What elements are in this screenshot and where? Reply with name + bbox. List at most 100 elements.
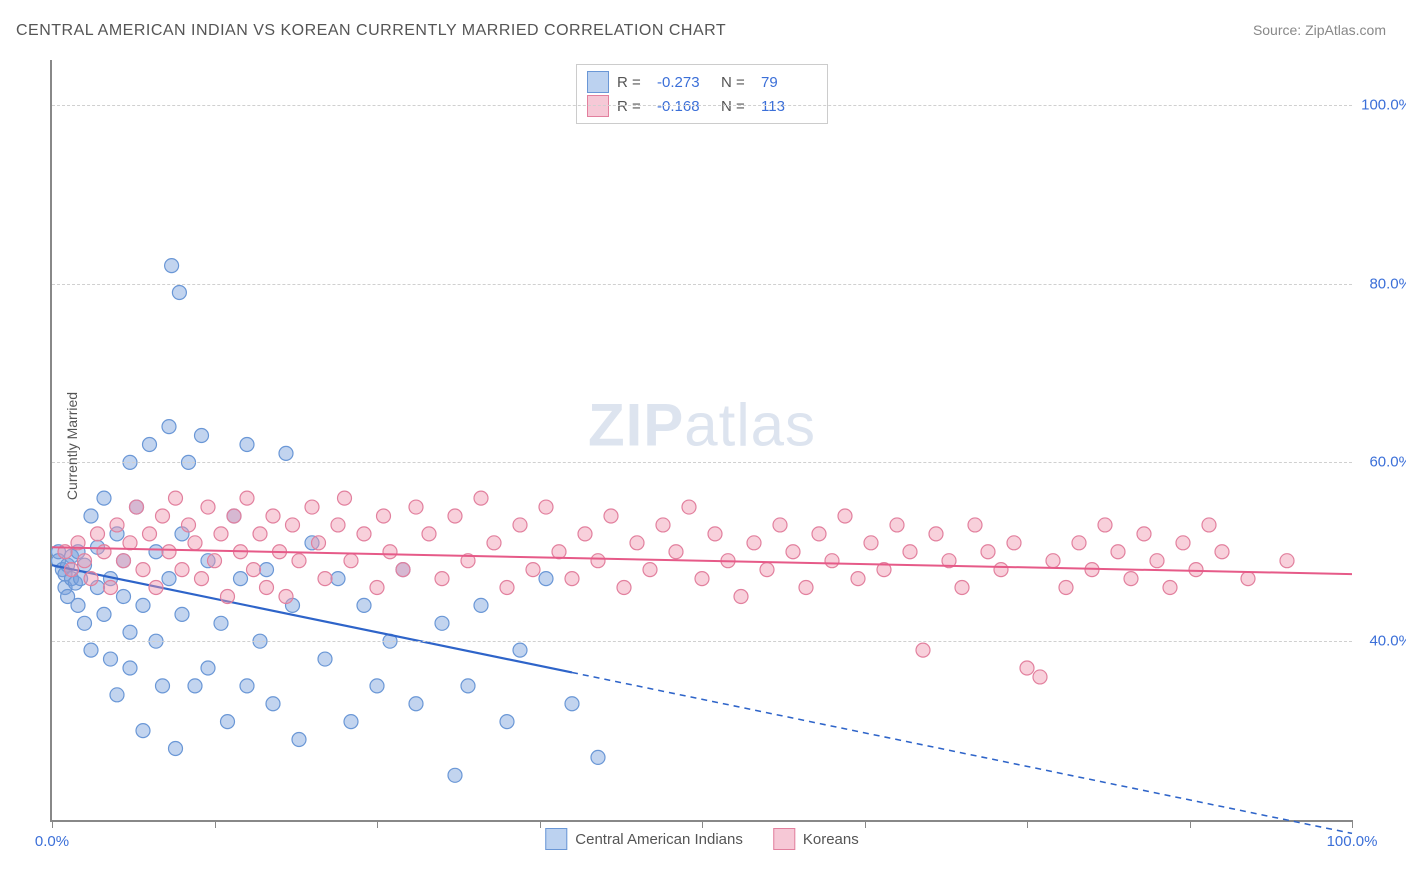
x-tick-mark [52, 820, 53, 828]
legend-swatch-icon [545, 828, 567, 850]
data-point [169, 741, 183, 755]
data-point [435, 616, 449, 630]
data-point [565, 572, 579, 586]
data-point [136, 598, 150, 612]
data-point [500, 581, 514, 595]
data-point [994, 563, 1008, 577]
data-point [903, 545, 917, 559]
data-point [864, 536, 878, 550]
data-point [175, 563, 189, 577]
data-point [1137, 527, 1151, 541]
grid-line [52, 641, 1352, 642]
data-point [513, 518, 527, 532]
data-point [143, 437, 157, 451]
data-point [526, 563, 540, 577]
x-tick-label: 100.0% [1327, 833, 1378, 850]
data-point [357, 527, 371, 541]
data-point [344, 554, 358, 568]
data-point [292, 554, 306, 568]
x-tick-mark [702, 820, 703, 828]
x-tick-mark [1352, 820, 1353, 828]
data-point [130, 500, 144, 514]
data-point [318, 652, 332, 666]
data-point [656, 518, 670, 532]
data-point [156, 679, 170, 693]
data-point [760, 563, 774, 577]
data-point [370, 581, 384, 595]
x-tick-mark [1027, 820, 1028, 828]
chart-container: CENTRAL AMERICAN INDIAN VS KOREAN CURREN… [0, 0, 1406, 892]
data-point [240, 437, 254, 451]
data-point [513, 643, 527, 657]
data-point [97, 491, 111, 505]
data-point [578, 527, 592, 541]
data-point [318, 572, 332, 586]
y-tick-label: 40.0% [1369, 633, 1406, 650]
data-point [500, 715, 514, 729]
grid-line [52, 462, 1352, 463]
chart-title: CENTRAL AMERICAN INDIAN VS KOREAN CURREN… [16, 22, 726, 40]
grid-line [52, 105, 1352, 106]
data-point [165, 259, 179, 273]
data-point [409, 697, 423, 711]
data-point [1280, 554, 1294, 568]
data-point [188, 679, 202, 693]
data-point [286, 518, 300, 532]
data-point [1189, 563, 1203, 577]
data-point [955, 581, 969, 595]
data-point [825, 554, 839, 568]
data-point [71, 598, 85, 612]
data-point [929, 527, 943, 541]
trend-line [52, 565, 572, 672]
data-point [208, 554, 222, 568]
data-point [91, 527, 105, 541]
data-point [84, 509, 98, 523]
data-point [266, 509, 280, 523]
data-point [266, 697, 280, 711]
data-point [1124, 572, 1138, 586]
data-point [104, 581, 118, 595]
data-point [97, 545, 111, 559]
data-point [1007, 536, 1021, 550]
legend-series-label: Central American Indians [575, 831, 743, 848]
data-point [279, 589, 293, 603]
data-point [110, 688, 124, 702]
data-point [630, 536, 644, 550]
data-point [312, 536, 326, 550]
legend-series-item: Central American Indians [545, 828, 743, 850]
data-point [461, 679, 475, 693]
data-point [117, 589, 131, 603]
plot-area: ZIPatlas R =-0.273N =79R =-0.168N =113 C… [50, 60, 1352, 822]
data-point [149, 581, 163, 595]
data-point [591, 750, 605, 764]
data-point [474, 598, 488, 612]
data-point [136, 563, 150, 577]
data-point [221, 589, 235, 603]
plot-svg [52, 60, 1352, 820]
data-point [409, 500, 423, 514]
data-point [195, 572, 209, 586]
data-point [377, 509, 391, 523]
data-point [773, 518, 787, 532]
data-point [916, 643, 930, 657]
data-point [981, 545, 995, 559]
data-point [1176, 536, 1190, 550]
data-point [448, 509, 462, 523]
data-point [162, 572, 176, 586]
data-point [227, 509, 241, 523]
data-point [162, 420, 176, 434]
data-point [487, 536, 501, 550]
data-point [110, 518, 124, 532]
data-point [539, 500, 553, 514]
data-point [565, 697, 579, 711]
trend-line-extrapolated [572, 672, 1352, 833]
grid-line [52, 284, 1352, 285]
data-point [812, 527, 826, 541]
data-point [240, 491, 254, 505]
data-point [143, 527, 157, 541]
data-point [669, 545, 683, 559]
source-name: ZipAtlas.com [1305, 22, 1386, 38]
data-point [786, 545, 800, 559]
legend-swatch-icon [773, 828, 795, 850]
x-tick-mark [865, 820, 866, 828]
